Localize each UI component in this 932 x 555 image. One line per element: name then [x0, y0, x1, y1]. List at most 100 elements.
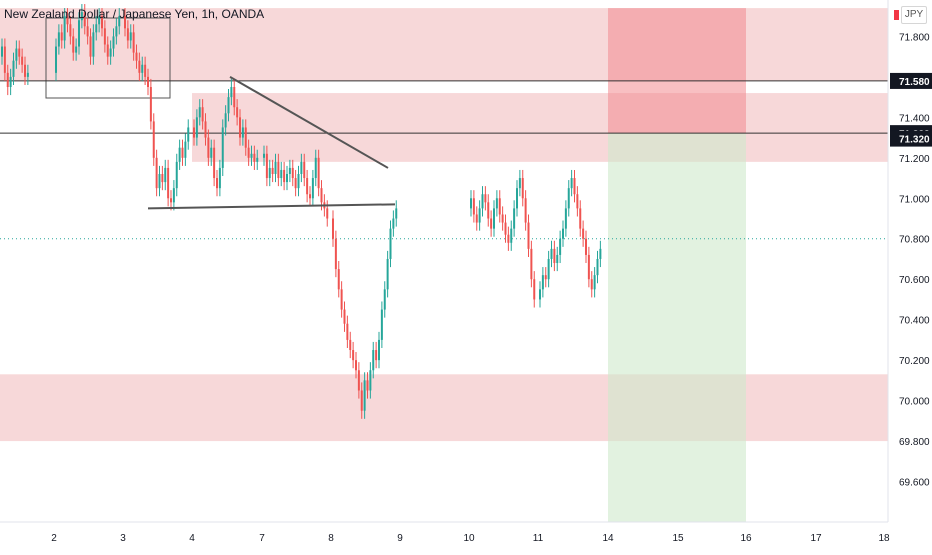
candle-body [378, 339, 380, 361]
x-tick-label: 18 [878, 533, 890, 544]
candle-body [63, 16, 66, 41]
candle-body [311, 178, 314, 199]
candle-body [582, 228, 585, 239]
candle-body [86, 26, 89, 37]
candle-body [204, 121, 207, 138]
candle-body [236, 107, 239, 118]
candle-body [268, 167, 271, 179]
candle-body [306, 178, 309, 195]
candle-body [201, 107, 204, 122]
candle-body [521, 178, 524, 199]
candle-body [300, 161, 303, 174]
candle-body [498, 198, 501, 215]
candle-body [314, 157, 317, 179]
candle-body [149, 87, 152, 122]
candle-body [227, 97, 230, 114]
chart-title: New Zealand Dollar / Japanese Yen, 1h, O… [4, 7, 265, 21]
candle-body [274, 161, 277, 174]
candle-body [80, 12, 83, 21]
candle-body [297, 174, 300, 189]
candle-body [253, 153, 256, 162]
candle-body [510, 228, 513, 243]
candle-body [547, 258, 550, 280]
candle-body [247, 147, 250, 158]
candle-body [504, 222, 507, 235]
candle-body [172, 188, 175, 203]
candle-body [9, 76, 12, 87]
candle-body [524, 198, 527, 223]
x-tick-label: 7 [259, 533, 265, 544]
y-tick-label: 70.600 [899, 275, 930, 286]
candle-body [579, 208, 582, 229]
candle-body [587, 254, 590, 280]
candle-body [72, 36, 75, 53]
candle-body [175, 161, 178, 189]
candle-body [507, 234, 510, 243]
y-tick-label: 70.000 [899, 397, 930, 408]
candle-body [317, 157, 320, 189]
candle-body [24, 64, 26, 77]
candle-body [585, 238, 587, 255]
candle-body [271, 167, 274, 174]
candle-body [590, 279, 593, 290]
candle-body [363, 380, 366, 411]
y-tick-label: 70.400 [899, 316, 930, 327]
candle-body [265, 153, 268, 179]
y-tick-label: 69.600 [899, 478, 930, 489]
candle-body [484, 194, 487, 203]
candle-body [372, 350, 375, 371]
candle-body [118, 16, 121, 27]
candle-body [596, 258, 599, 276]
candle-body [78, 20, 80, 47]
candle-body [332, 218, 334, 239]
candle-body [152, 121, 155, 158]
x-tick-label: 3 [120, 533, 126, 544]
candle-body [244, 127, 247, 148]
x-tick-label: 16 [740, 533, 752, 544]
candle-body [389, 228, 392, 259]
candle-body [181, 147, 184, 158]
candle-body [60, 32, 63, 41]
candle-body [12, 60, 15, 77]
candle-body [369, 370, 372, 391]
x-tick-label: 17 [810, 533, 822, 544]
y-tick-label: 70.200 [899, 356, 930, 367]
descending-trendline [229, 76, 389, 169]
candle-body [470, 198, 472, 209]
candle-body [198, 107, 201, 118]
candle-body [221, 127, 224, 168]
candle-body [280, 169, 283, 179]
stop-loss-box [608, 8, 746, 134]
candle-body [544, 275, 547, 280]
candle-body [478, 208, 481, 223]
support-trendline [147, 203, 396, 210]
candle-body [21, 56, 24, 65]
y-tick-label: 71.200 [899, 154, 930, 165]
candle-body [187, 127, 190, 142]
candle-body [69, 24, 72, 37]
candle-body [233, 87, 236, 108]
candle-body [481, 194, 484, 209]
candle-body [15, 48, 18, 61]
candle-body [541, 275, 544, 290]
candle-body [375, 350, 378, 361]
candle-body [98, 16, 101, 25]
candle-body [337, 269, 340, 290]
candle-body [158, 174, 161, 189]
y-tick-label: 71.000 [899, 194, 930, 205]
candle-body [207, 137, 210, 158]
candle-body [518, 178, 521, 189]
candle-body [355, 360, 357, 371]
candle-body [487, 202, 490, 219]
currency-badge[interactable]: JPY [894, 6, 927, 24]
candle-body [138, 60, 141, 73]
candle-body [129, 32, 132, 41]
candle-body [66, 16, 69, 25]
x-tick-label: 8 [328, 533, 334, 544]
candle-body [346, 323, 349, 340]
candle-body [141, 64, 144, 73]
candle-body [559, 238, 562, 255]
candle-body [567, 188, 570, 209]
